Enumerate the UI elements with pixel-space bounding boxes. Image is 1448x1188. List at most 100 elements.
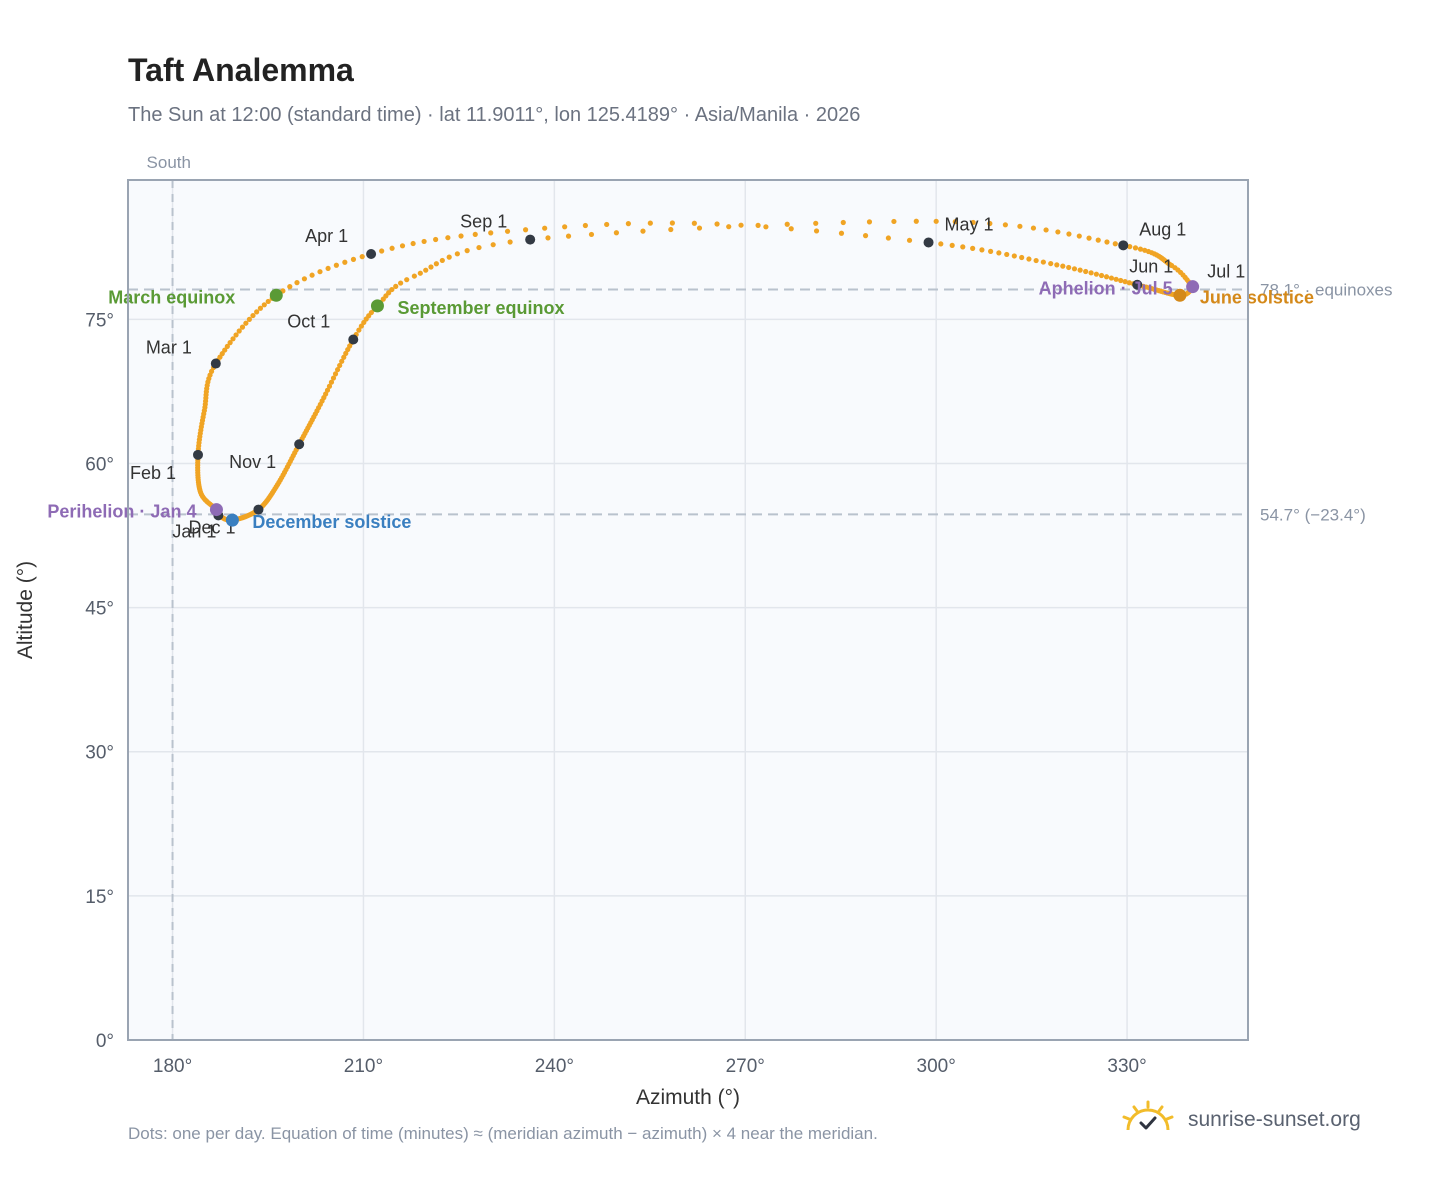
day-dot [970, 219, 976, 226]
day-dot [1054, 262, 1060, 268]
day-dot [361, 319, 367, 326]
month-marker-label: Jul 1 [1207, 262, 1245, 282]
day-dot [335, 367, 341, 373]
day-dot [507, 239, 513, 245]
x-tick-label: 270° [726, 1056, 765, 1077]
day-dot [433, 261, 439, 267]
day-dot [433, 236, 439, 243]
month-marker-label: Aug 1 [1139, 219, 1186, 239]
day-dot [488, 230, 494, 236]
day-dot [960, 244, 966, 250]
day-dot [1098, 272, 1105, 279]
day-dot [668, 226, 674, 233]
day-dot [472, 231, 478, 238]
day-dot [604, 221, 610, 228]
month-marker-point [348, 334, 359, 345]
day-dot [301, 276, 308, 282]
day-dot [265, 298, 271, 305]
plot-area [128, 180, 1248, 1040]
day-dot [1002, 222, 1008, 228]
day-dot [1122, 279, 1128, 285]
day-dot [1055, 229, 1061, 235]
day-dot [885, 235, 891, 241]
month-marker-point [923, 237, 934, 248]
day-dot [330, 375, 337, 381]
day-dot [1066, 231, 1072, 237]
day-dot [1030, 225, 1037, 231]
day-dot [490, 242, 496, 248]
day-dot [399, 243, 406, 249]
month-marker-label: May 1 [945, 214, 994, 234]
day-dot [738, 222, 744, 228]
day-dot [1142, 247, 1148, 253]
day-dot [246, 316, 252, 322]
day-dot [726, 224, 732, 230]
day-dot [1108, 275, 1115, 281]
event-marker-point [209, 503, 223, 517]
month-marker-point [210, 358, 221, 369]
month-marker-label: Nov 1 [229, 452, 276, 472]
x-tick-label: 330° [1107, 1056, 1146, 1077]
day-dot [840, 219, 846, 226]
day-dot [545, 235, 551, 241]
day-dot [933, 218, 939, 224]
month-marker-label: Jun 1 [1129, 257, 1173, 277]
day-dot [1083, 268, 1089, 275]
brand[interactable]: sunrise-sunset.org [1120, 1100, 1361, 1139]
day-dot [243, 320, 249, 326]
day-dot [1113, 276, 1119, 282]
day-dot [788, 226, 794, 232]
day-dot [294, 280, 300, 286]
day-dot [224, 343, 230, 350]
day-dot [1043, 227, 1049, 233]
day-dot [423, 267, 429, 273]
day-dot [1137, 246, 1144, 252]
y-axis-title: Altitude (°) [14, 561, 37, 659]
chart-title: Taft Analemma [128, 52, 354, 88]
day-dot [326, 383, 333, 389]
day-dot [325, 265, 331, 272]
event-marker-label: September equinox [397, 298, 564, 318]
day-dot [1017, 223, 1023, 229]
day-dot [862, 233, 869, 239]
day-dot [439, 257, 445, 264]
day-dot [988, 248, 994, 254]
x-tick-label: 210° [344, 1056, 383, 1077]
day-dot [476, 244, 482, 251]
day-dot [813, 220, 819, 226]
day-dot [906, 237, 913, 243]
day-dot [1104, 239, 1110, 245]
axis-ticks: 180° 210° 240° 270° 300° 330° 0° 15° 30° 45° 60° 75… [85, 310, 1146, 1077]
day-dot [1132, 245, 1139, 251]
meridian-label: South [147, 153, 191, 172]
day-dot [1127, 244, 1133, 250]
x-axis-title: Azimuth (°) [636, 1086, 740, 1109]
day-dot [1103, 274, 1110, 280]
event-marker-label: June solstice [1200, 287, 1314, 307]
reference-line-label: 78.1° · equinoxes [1260, 281, 1393, 300]
day-dot [230, 336, 236, 342]
day-dot [763, 224, 769, 230]
day-dot [696, 225, 703, 231]
y-tick-label: 75° [85, 310, 114, 331]
day-dot [208, 368, 215, 374]
day-dot [1071, 266, 1078, 272]
event-marker-point [370, 299, 384, 313]
day-dot [562, 224, 568, 230]
month-marker-label: Oct 1 [287, 312, 330, 332]
day-dot [582, 222, 588, 229]
day-dot [333, 262, 339, 268]
day-dot [1011, 253, 1017, 259]
day-dot [398, 280, 404, 286]
y-tick-label: 0° [96, 1031, 114, 1052]
day-dot [257, 305, 264, 311]
y-tick-label: 15° [85, 887, 114, 908]
day-dot [813, 228, 820, 234]
day-dot [938, 241, 944, 247]
y-tick-label: 45° [85, 599, 114, 620]
event-marker-label: March equinox [108, 287, 235, 307]
day-dot [784, 221, 790, 227]
day-dot [1033, 257, 1039, 264]
month-marker-point [1132, 279, 1143, 290]
